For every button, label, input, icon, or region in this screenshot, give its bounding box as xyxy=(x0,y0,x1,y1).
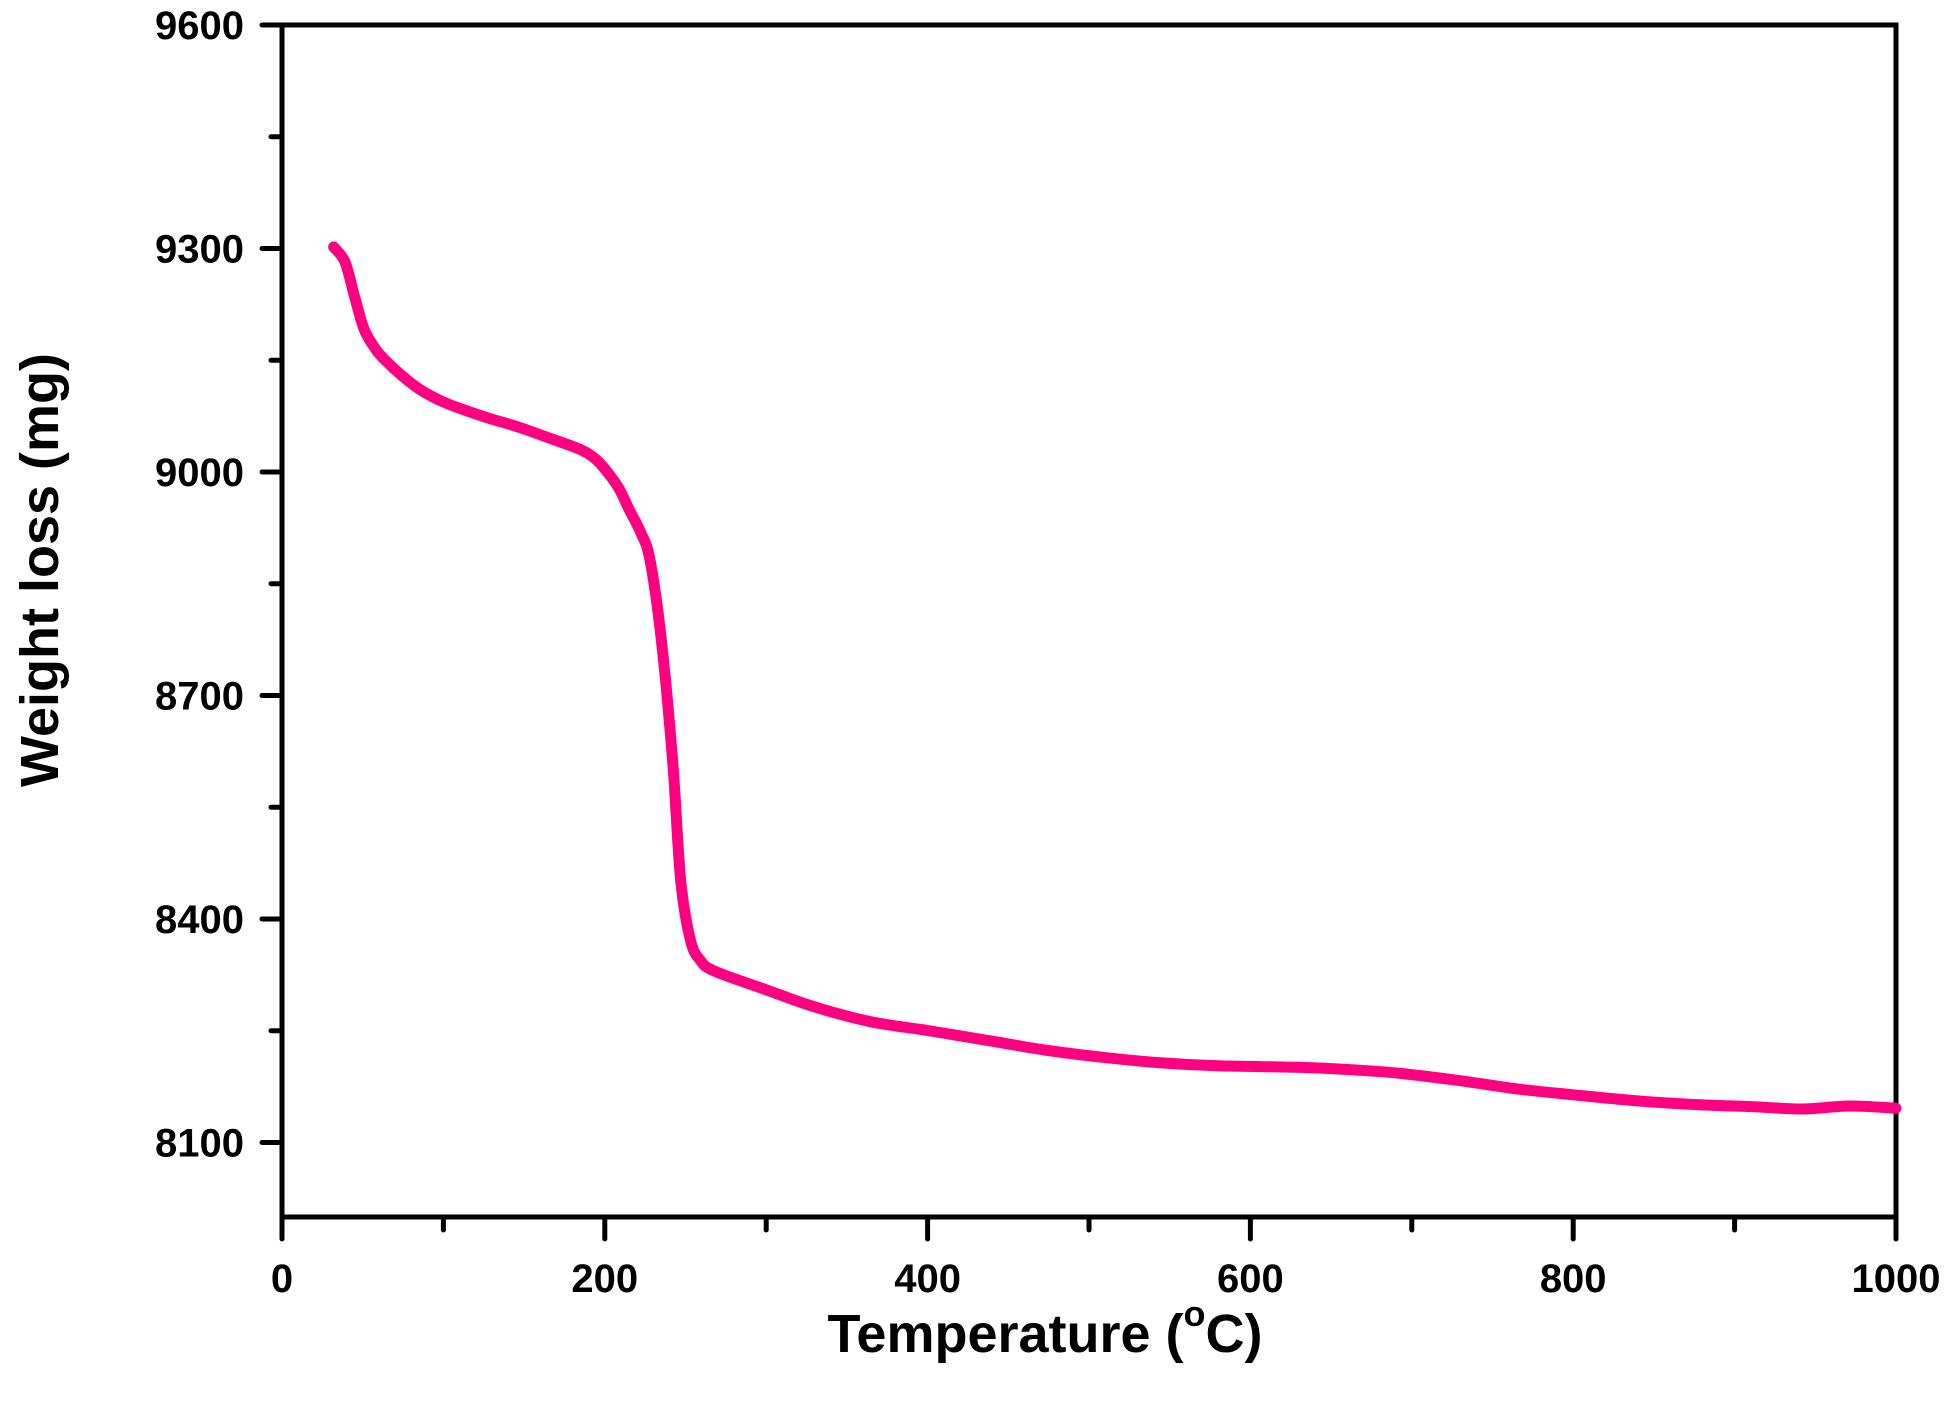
x-tick-label: 1000 xyxy=(1852,1257,1941,1301)
x-tick-label: 200 xyxy=(571,1257,638,1301)
x-axis-title: Temperature (oC) xyxy=(827,1293,1262,1364)
y-tick-label: 8400 xyxy=(155,898,244,942)
weight-loss-curve xyxy=(328,241,1902,1115)
data-series xyxy=(328,241,1902,1115)
y-tick-label: 8700 xyxy=(155,675,244,719)
y-axis-title: Weight loss (mg) xyxy=(10,353,70,787)
plot-border xyxy=(279,22,1899,1220)
y-tick-label: 9000 xyxy=(155,451,244,495)
y-tick-label: 9300 xyxy=(155,228,244,272)
x-tick-label: 400 xyxy=(894,1257,961,1301)
x-axis-ticks: 0 200 400 600 800 1000 xyxy=(271,1214,1941,1301)
y-axis-ticks: 8100 8400 8700 9000 9300 9600 xyxy=(155,4,285,1166)
x-tick-label: 600 xyxy=(1217,1257,1284,1301)
y-tick-label: 9600 xyxy=(155,4,244,48)
x-tick-label: 0 xyxy=(271,1257,293,1301)
x-tick-label: 800 xyxy=(1540,1257,1607,1301)
plot-frame xyxy=(279,22,1899,1220)
y-tick-label: 8100 xyxy=(155,1122,244,1166)
